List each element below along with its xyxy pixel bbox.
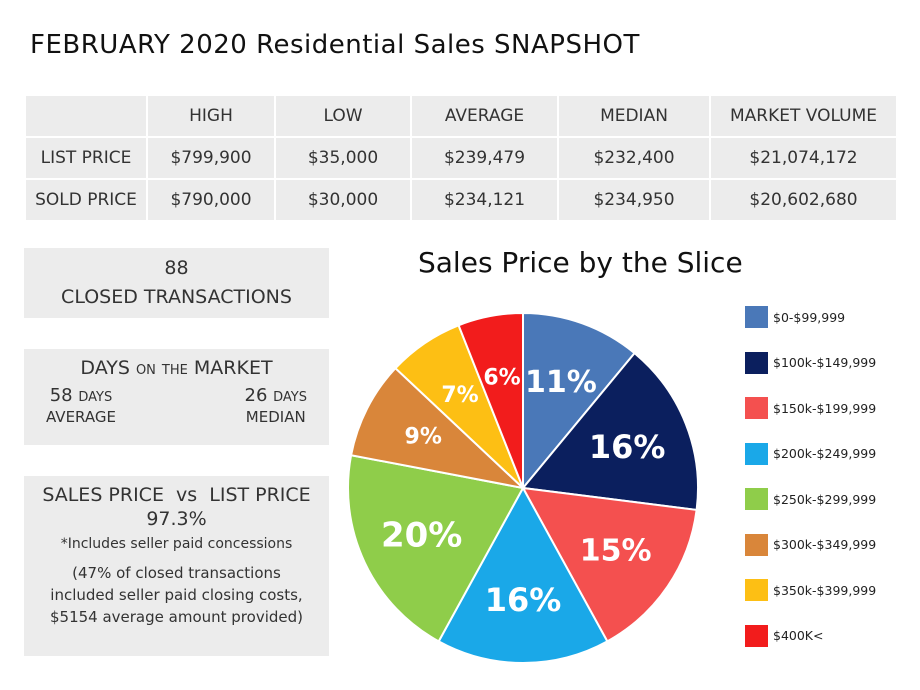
pie-slice bbox=[437, 485, 609, 664]
table-header: MARKET VOLUME bbox=[711, 96, 896, 136]
pie-slice bbox=[521, 486, 698, 643]
pie-slice bbox=[349, 366, 527, 490]
closed-count: 88 bbox=[164, 257, 189, 279]
table-header: HIGH bbox=[148, 96, 274, 136]
chart-title: Sales Price by the Slice bbox=[418, 246, 743, 279]
legend-swatch bbox=[745, 442, 768, 465]
pie-slice bbox=[457, 311, 524, 489]
svl-heading: SALES PRICE vs LIST PRICE bbox=[42, 484, 311, 506]
svl-percent: 97.3% bbox=[146, 508, 207, 530]
table-header: MEDIAN bbox=[559, 96, 709, 136]
dom-heading: DAYS on the MARKET bbox=[80, 357, 273, 379]
pie-slice bbox=[522, 311, 636, 491]
legend-swatch bbox=[745, 624, 768, 647]
pie-slice bbox=[521, 351, 699, 512]
legend-label: $250k-$299,999 bbox=[773, 491, 877, 507]
sales-vs-list-box: SALES PRICE vs LIST PRICE 97.3% *Include… bbox=[24, 476, 329, 656]
dom-average: 58 days AVERAGE bbox=[46, 385, 116, 426]
table-cell: SOLD PRICE bbox=[26, 180, 146, 220]
table-cell: $20,602,680 bbox=[711, 180, 896, 220]
legend-item: $350k-$399,999 bbox=[745, 579, 876, 601]
legend-swatch bbox=[745, 306, 768, 328]
legend-label: $0-$99,999 bbox=[773, 309, 846, 325]
legend-item: $0-$99,999 bbox=[745, 306, 845, 328]
pie-slice-label: 16% bbox=[589, 428, 666, 466]
table-row: SOLD PRICE $790,000 $30,000 $234,121 $23… bbox=[26, 180, 896, 220]
legend-item: $150k-$199,999 bbox=[745, 397, 876, 419]
svl-detail: (47% of closed transactions included sel… bbox=[49, 564, 303, 626]
pie-chart: 11% 16% 15% 16% 20% 9% 7%6% bbox=[347, 311, 699, 664]
pie-slice-label: 6% bbox=[483, 365, 520, 390]
legend-label: $150k-$199,999 bbox=[773, 400, 877, 416]
table-cell: $239,479 bbox=[412, 138, 557, 178]
table-header: LOW bbox=[276, 96, 410, 136]
legend-swatch bbox=[745, 351, 768, 374]
table-cell: $30,000 bbox=[276, 180, 410, 220]
table-cell: $799,900 bbox=[148, 138, 274, 178]
legend-item: $100k-$149,999 bbox=[745, 351, 877, 374]
legend-item: $250k-$299,999 bbox=[745, 488, 876, 510]
legend-item: $400K< bbox=[745, 624, 824, 647]
table-cell: LIST PRICE bbox=[26, 138, 146, 178]
legend-swatch bbox=[745, 579, 768, 601]
closed-label: CLOSED TRANSACTIONS bbox=[61, 286, 292, 308]
legend-swatch bbox=[745, 488, 768, 510]
legend-label: $300k-$349,999 bbox=[773, 537, 877, 552]
legend-label: $400K< bbox=[773, 628, 824, 643]
table-cell: $790,000 bbox=[148, 180, 274, 220]
dom-median: 26 days MEDIAN bbox=[244, 385, 308, 426]
table-header: AVERAGE bbox=[412, 96, 557, 136]
pie-slice-label: 7% bbox=[441, 383, 478, 408]
table-cell: $232,400 bbox=[559, 138, 709, 178]
table-cell: $21,074,172 bbox=[711, 138, 896, 178]
table-header bbox=[26, 96, 146, 136]
stats-table: HIGH LOW AVERAGE MEDIAN MARKET VOLUME LI… bbox=[24, 94, 898, 222]
closed-transactions-box: 88 CLOSED TRANSACTIONS bbox=[24, 248, 329, 318]
legend-label: $200k-$249,999 bbox=[773, 446, 877, 461]
page-title: FEBRUARY 2020 Residential Sales SNAPSHOT bbox=[30, 30, 640, 60]
legend-label: $100k-$149,999 bbox=[773, 355, 877, 370]
table-cell: $234,121 bbox=[412, 180, 557, 220]
table-header-row: HIGH LOW AVERAGE MEDIAN MARKET VOLUME bbox=[26, 96, 896, 136]
pie-slice-label: 16% bbox=[485, 581, 562, 619]
pie-slice-label: 15% bbox=[580, 533, 652, 568]
days-on-market-box: DAYS on the MARKET 58 days AVERAGE 26 da… bbox=[24, 349, 329, 445]
legend-swatch bbox=[745, 397, 768, 419]
table-cell: $234,950 bbox=[559, 180, 709, 220]
legend-item: $300k-$349,999 bbox=[745, 533, 877, 556]
pie-slice-label: 20% bbox=[381, 516, 462, 556]
table-cell: $35,000 bbox=[276, 138, 410, 178]
legend-swatch bbox=[745, 533, 768, 556]
pie-slice-label: 11% bbox=[525, 365, 597, 400]
svl-note: *Includes seller paid concessions bbox=[60, 536, 293, 552]
legend-item: $200k-$249,999 bbox=[745, 442, 877, 465]
pie-slice-label: 9% bbox=[405, 425, 442, 450]
pie-slice bbox=[347, 454, 525, 643]
legend-label: $350k-$399,999 bbox=[773, 582, 877, 598]
table-row: LIST PRICE $799,900 $35,000 $239,479 $23… bbox=[26, 138, 896, 178]
